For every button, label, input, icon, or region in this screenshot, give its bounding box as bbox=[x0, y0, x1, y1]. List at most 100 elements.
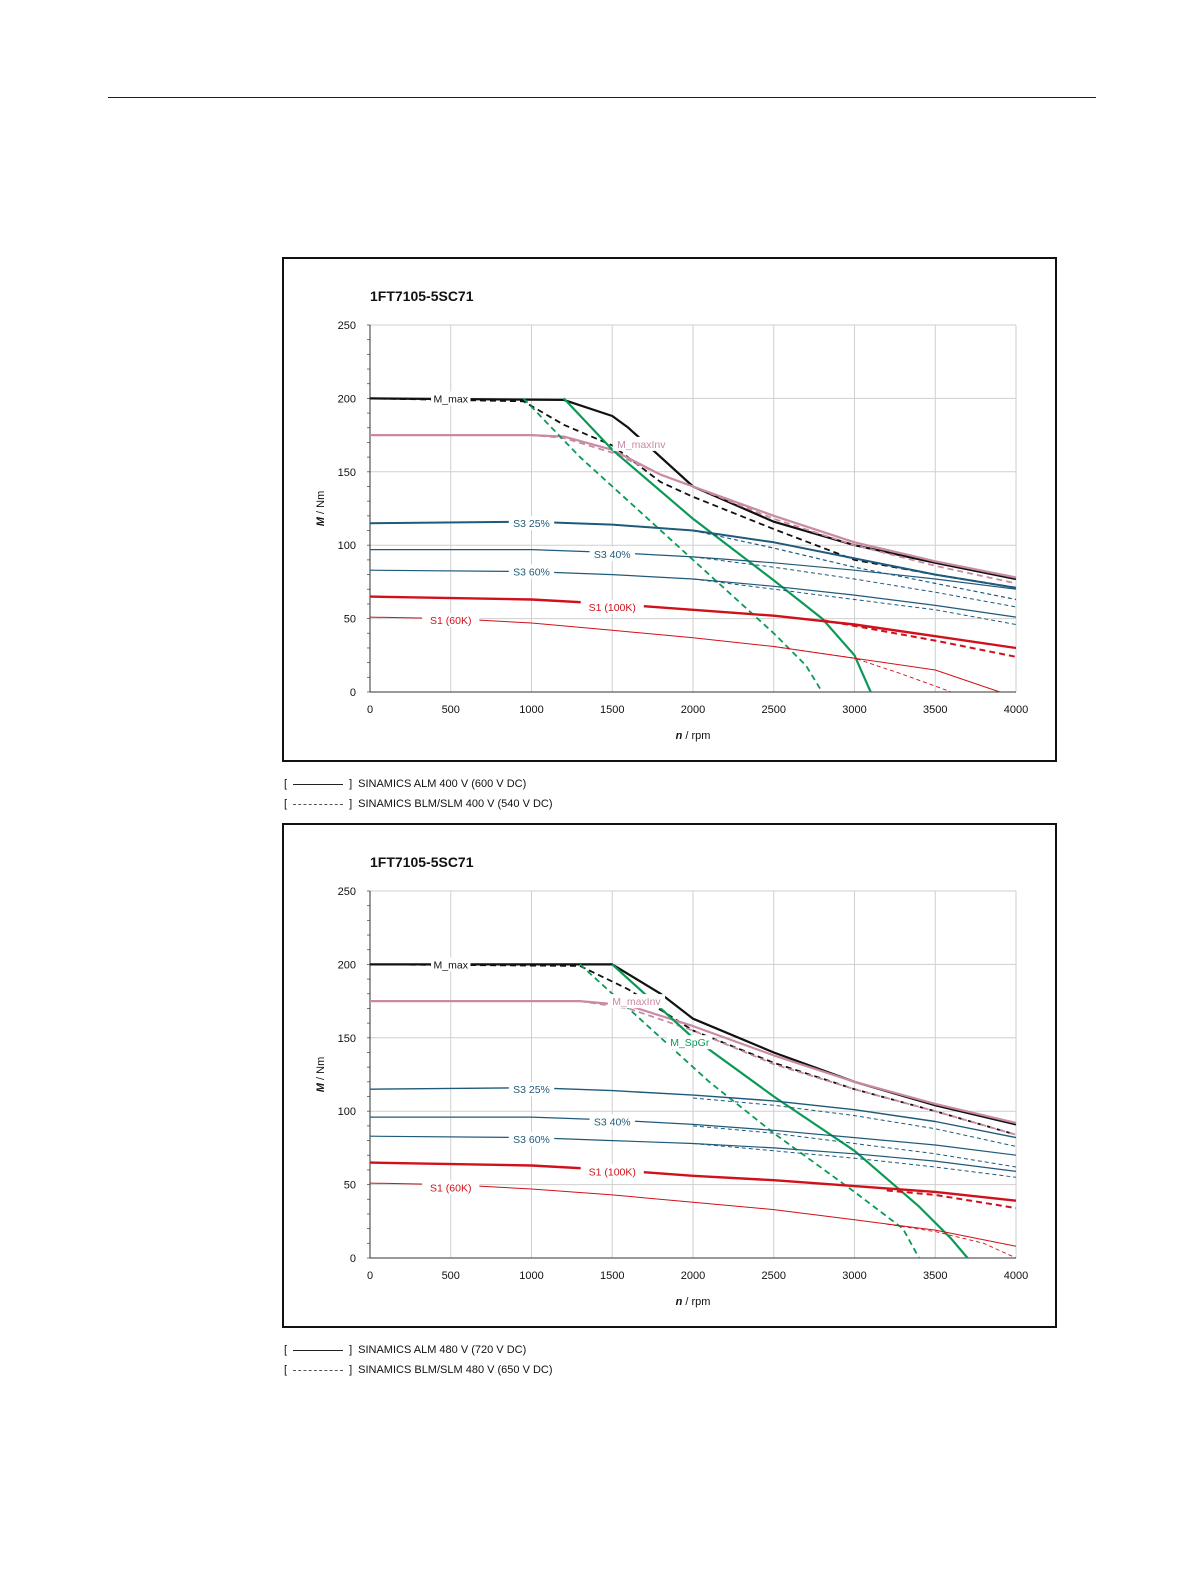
annotation-label: S3 25% bbox=[513, 1084, 550, 1096]
legend-bracket-close: ] bbox=[349, 1364, 353, 1376]
legend-entry: [] SINAMICS BLM/SLM 480 V (650 V DC) bbox=[284, 1360, 553, 1380]
annotation-bg bbox=[431, 957, 471, 972]
legend-bracket-open: [ bbox=[284, 1344, 288, 1356]
annotation-label: S3 60% bbox=[513, 1134, 550, 1146]
annotation-label: S1 (100K) bbox=[589, 1166, 636, 1178]
x-tick-label: 1500 bbox=[600, 704, 624, 716]
legend-line-swatch bbox=[293, 783, 344, 785]
legend-bracket-close: ] bbox=[349, 798, 353, 810]
curve-5-line bbox=[522, 397, 823, 693]
header-rule bbox=[108, 97, 1096, 98]
legend-line-swatch bbox=[293, 1349, 344, 1351]
y-tick-label: 0 bbox=[350, 1253, 356, 1265]
annotation-label: M_max bbox=[434, 393, 469, 405]
curve-15-line bbox=[886, 1223, 1017, 1259]
curve-3-line bbox=[370, 434, 1017, 585]
legend-line-swatch bbox=[293, 1369, 344, 1371]
x-tick-label: 4000 bbox=[1004, 1270, 1028, 1282]
y-tick-label: 150 bbox=[338, 1033, 356, 1045]
x-tick-label: 2500 bbox=[762, 1270, 786, 1282]
x-tick-label: 3000 bbox=[842, 704, 866, 716]
annotation-label: S3 40% bbox=[594, 549, 631, 561]
curve-9-line bbox=[692, 1125, 1017, 1168]
annotation-label: S1 (60K) bbox=[430, 1183, 471, 1195]
annotation-bg bbox=[431, 391, 471, 406]
y-tick-label: 200 bbox=[338, 959, 356, 971]
y-tick-label: 50 bbox=[344, 614, 356, 626]
x-tick-label: 3500 bbox=[923, 704, 947, 716]
annotation-bg bbox=[580, 599, 644, 614]
x-tick-label: 2000 bbox=[681, 704, 705, 716]
annotation-label: S3 40% bbox=[594, 1116, 631, 1128]
annotation-bg bbox=[589, 547, 635, 562]
annotation-label: M_max bbox=[434, 959, 469, 971]
x-tick-label: 3500 bbox=[923, 1270, 947, 1282]
curve-7-line bbox=[692, 1097, 1017, 1147]
annotation-bg bbox=[612, 436, 670, 451]
x-tick-label: 2500 bbox=[762, 704, 786, 716]
legend-line-swatch bbox=[293, 803, 344, 805]
legend-label: SINAMICS ALM 480 V (720 V DC) bbox=[358, 1344, 527, 1356]
y-tick-label: 200 bbox=[338, 393, 356, 405]
y-axis-label: M / Nm bbox=[315, 491, 327, 526]
legend-bracket-close: ] bbox=[349, 1344, 353, 1356]
s1-100k--line bbox=[369, 595, 1017, 650]
legend-label: SINAMICS BLM/SLM 400 V (540 V DC) bbox=[358, 798, 553, 810]
chart-title: 1FT7105-5SC71 bbox=[370, 854, 474, 870]
chart-panel-1: 1FT7105-5SC71 0 50 100 150 200 250 0 500 1000 1500… bbox=[282, 257, 1057, 762]
s3-40--line bbox=[370, 1116, 1017, 1156]
x-tick-label: 4000 bbox=[1004, 704, 1028, 716]
curve-15-line bbox=[773, 646, 952, 693]
legend-entry: [] SINAMICS BLM/SLM 400 V (540 V DC) bbox=[284, 794, 553, 814]
annotation-bg bbox=[422, 1180, 480, 1195]
x-tick-label: 500 bbox=[442, 704, 460, 716]
chart-legend-2: [] SINAMICS ALM 480 V (720 V DC) [] SINAMIC… bbox=[284, 1340, 553, 1380]
annotation-bg bbox=[508, 564, 555, 579]
y-tick-label: 100 bbox=[338, 1106, 356, 1118]
annotation-label: S3 25% bbox=[513, 518, 550, 530]
annotation-label: M_SpGr bbox=[670, 1037, 710, 1049]
annotation-bg bbox=[580, 1164, 644, 1179]
annotation-bg bbox=[508, 1132, 555, 1147]
x-tick-label: 1500 bbox=[600, 1270, 624, 1282]
legend-bracket-open: [ bbox=[284, 1364, 288, 1376]
m-maxinv-line bbox=[370, 1000, 1017, 1124]
annotation-label: M_maxInv bbox=[612, 996, 661, 1008]
legend-bracket-close: ] bbox=[349, 778, 353, 790]
x-tick-label: 2000 bbox=[681, 1270, 705, 1282]
x-tick-label: 1000 bbox=[519, 1270, 543, 1282]
y-tick-label: 150 bbox=[338, 467, 356, 479]
curve-4-line bbox=[562, 397, 872, 693]
curve-13-line bbox=[886, 1189, 1017, 1210]
curve-7-line bbox=[692, 529, 1017, 601]
curve-13-line bbox=[822, 619, 1017, 658]
annotation-bg bbox=[667, 1035, 713, 1050]
y-tick-label: 50 bbox=[344, 1180, 356, 1192]
x-axis-label: n / rpm bbox=[676, 1296, 711, 1308]
legend-bracket-open: [ bbox=[284, 778, 288, 790]
annotation-label: S1 (60K) bbox=[430, 615, 471, 627]
annotation-bg bbox=[589, 1114, 635, 1129]
y-tick-label: 250 bbox=[338, 886, 356, 898]
annotation-label: S1 (100K) bbox=[589, 602, 636, 614]
annotation-bg bbox=[508, 516, 555, 531]
annotation-bg bbox=[422, 613, 480, 628]
curve-11-line bbox=[692, 578, 1017, 625]
s3-40--line bbox=[370, 549, 1017, 590]
y-tick-label: 100 bbox=[338, 540, 356, 552]
curve-9-line bbox=[692, 556, 1017, 608]
legend-bracket-open: [ bbox=[284, 798, 288, 810]
y-tick-label: 250 bbox=[338, 320, 356, 332]
annotation-bg bbox=[508, 1082, 555, 1097]
chart-panel-2: 1FT7105-5SC71 0 50 100 150 200 250 0 500 1000 1500… bbox=[282, 823, 1057, 1328]
chart-title: 1FT7105-5SC71 bbox=[370, 288, 474, 304]
x-tick-label: 0 bbox=[367, 1270, 373, 1282]
legend-label: SINAMICS ALM 400 V (600 V DC) bbox=[358, 778, 527, 790]
x-axis-label: n / rpm bbox=[676, 730, 711, 742]
legend-label: SINAMICS BLM/SLM 480 V (650 V DC) bbox=[358, 1364, 553, 1376]
x-tick-label: 1000 bbox=[519, 704, 543, 716]
x-tick-label: 500 bbox=[442, 1270, 460, 1282]
legend-entry: [] SINAMICS ALM 480 V (720 V DC) bbox=[284, 1340, 553, 1360]
y-axis-label: M / Nm bbox=[315, 1057, 327, 1092]
